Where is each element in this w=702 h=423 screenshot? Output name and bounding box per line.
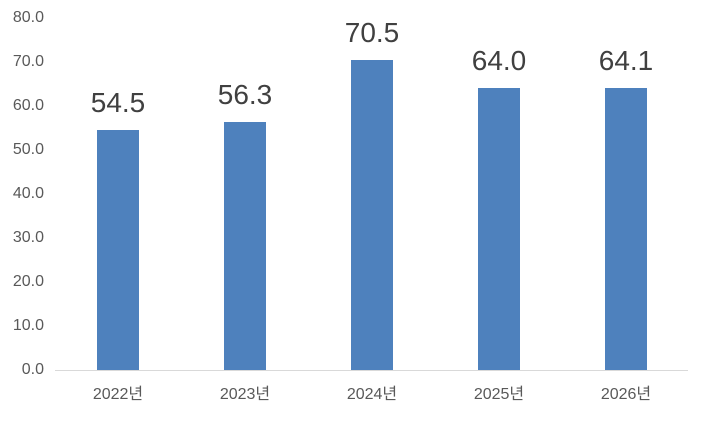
data-label-2024년: 70.5 — [344, 17, 400, 48]
data-label-2023년: 56.3 — [217, 79, 273, 110]
y-axis-tick-label: 60.0 — [12, 97, 44, 114]
x-axis-label-2022년: 2022년 — [92, 386, 144, 403]
x-axis-label-2023년: 2023년 — [219, 386, 271, 403]
y-axis-tick-label: 10.0 — [12, 317, 44, 334]
y-axis-tick-label: 0.0 — [21, 361, 44, 378]
data-label-2025년: 64.0 — [471, 45, 527, 76]
x-axis-label-2026년: 2026년 — [600, 386, 652, 403]
data-label-2022년: 54.5 — [90, 87, 146, 118]
x-axis-line — [55, 370, 688, 371]
y-axis-tick-label: 40.0 — [12, 185, 44, 202]
bar-2024년 — [351, 60, 393, 370]
y-axis-tick-label: 70.0 — [12, 53, 44, 70]
bar-2026년 — [605, 88, 647, 370]
data-label-2026년: 64.1 — [598, 45, 654, 76]
y-axis-tick-label: 80.0 — [12, 9, 44, 26]
y-axis-tick-label: 50.0 — [12, 141, 44, 158]
x-axis-label-2025년: 2025년 — [473, 386, 525, 403]
bar-2025년 — [478, 88, 520, 370]
y-axis-tick-label: 30.0 — [12, 229, 44, 246]
bar-2022년 — [97, 130, 139, 370]
bar-2023년 — [224, 122, 266, 370]
y-axis-tick-label: 20.0 — [12, 273, 44, 290]
x-axis-label-2024년: 2024년 — [346, 386, 398, 403]
